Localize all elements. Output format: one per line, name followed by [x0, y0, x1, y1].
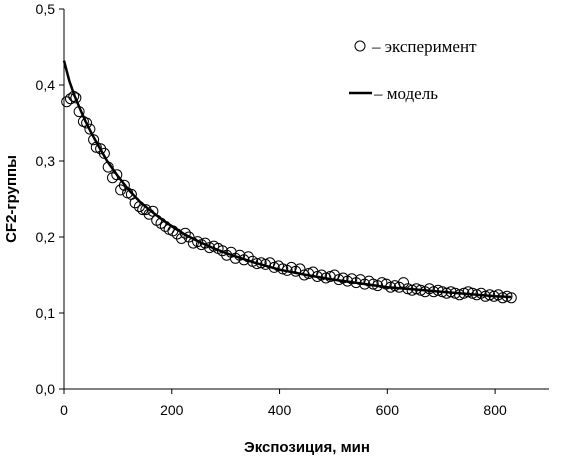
x-tick-label-2: 400 — [268, 402, 292, 418]
experiment-point-3 — [70, 92, 82, 104]
y-tick-label-5: 0,5 — [36, 1, 56, 17]
experiment-point-14 — [111, 169, 123, 181]
legend-label-experiment: – эксперимент — [371, 37, 477, 56]
experiment-point-97 — [458, 287, 470, 299]
experiment-point-108 — [505, 292, 517, 304]
experiment-point-71 — [346, 273, 358, 285]
y-tick-label-4: 0,4 — [36, 77, 56, 93]
x-axis-title: Экспозиция, мин — [244, 439, 370, 456]
experiment-point-49 — [251, 258, 263, 270]
experiment-point-78 — [376, 277, 388, 289]
ticks — [59, 8, 496, 394]
x-tick-label-3: 600 — [376, 402, 400, 418]
experiment-point-106 — [497, 292, 509, 304]
experiment-point-59 — [294, 263, 306, 275]
experiment-point-93 — [441, 287, 453, 299]
experiment-point-104 — [488, 290, 500, 302]
experiment-point-24 — [147, 205, 159, 217]
experiment-point-55 — [277, 263, 289, 275]
experiment-point-7 — [84, 123, 96, 135]
legend-label-model: – модель — [373, 84, 438, 103]
experiment-point-19 — [129, 197, 141, 209]
experiment-point-83 — [398, 277, 409, 289]
x-tick-label-1: 200 — [160, 402, 184, 418]
legend: – эксперимент – модель — [349, 37, 477, 103]
experiment-point-107 — [501, 290, 513, 302]
x-tick-label-4: 800 — [483, 402, 507, 418]
experiment-point-57 — [285, 261, 297, 273]
experiment-point-0 — [61, 96, 73, 108]
x-tick-label-0: 0 — [60, 402, 68, 418]
experiment-point-33 — [183, 231, 195, 243]
legend-marker-experiment — [354, 40, 366, 52]
experiment-point-2 — [68, 90, 80, 102]
experiment-point-20 — [133, 201, 145, 213]
experiment-point-32 — [179, 227, 191, 239]
experiment-point-9 — [90, 141, 102, 153]
experiment-point-16 — [118, 179, 130, 191]
y-tick-label-2: 0,2 — [36, 229, 56, 245]
experiment-point-103 — [484, 289, 496, 301]
plot-area: 0 200 400 600 800 0,0 0,1 0,2 0,3 0,4 0,5 — [36, 1, 549, 418]
y-tick-label-1: 0,1 — [36, 305, 56, 321]
experiment-point-85 — [406, 284, 418, 296]
experiment-point-11 — [98, 147, 110, 159]
experiment-point-8 — [88, 134, 100, 146]
experiment-point-92 — [436, 286, 448, 298]
experiment-point-38 — [204, 242, 215, 254]
experiment-point-1 — [65, 93, 76, 105]
experiment-point-34 — [187, 237, 199, 249]
experiment-point-87 — [415, 284, 427, 296]
y-tick-label-3: 0,3 — [36, 153, 56, 169]
experiment-point-90 — [428, 286, 440, 298]
experiment-point-84 — [402, 283, 414, 295]
experiment-point-102 — [479, 290, 491, 302]
y-axis-title: CF2-группы — [3, 155, 20, 243]
experiment-point-23 — [143, 208, 155, 220]
experiment-point-4 — [73, 106, 85, 118]
experiment-point-6 — [81, 117, 93, 129]
experiment-point-53 — [268, 261, 280, 273]
tick-labels: 0 200 400 600 800 0,0 0,1 0,2 0,3 0,4 0,5 — [36, 1, 507, 418]
series-model-line — [62, 60, 512, 299]
experiment-point-12 — [102, 161, 114, 173]
experiment-point-63 — [311, 271, 323, 282]
data-marks — [61, 60, 517, 304]
y-tick-label-0: 0,0 — [36, 381, 56, 397]
experiment-point-76 — [367, 278, 379, 290]
experiment-point-35 — [192, 236, 204, 248]
